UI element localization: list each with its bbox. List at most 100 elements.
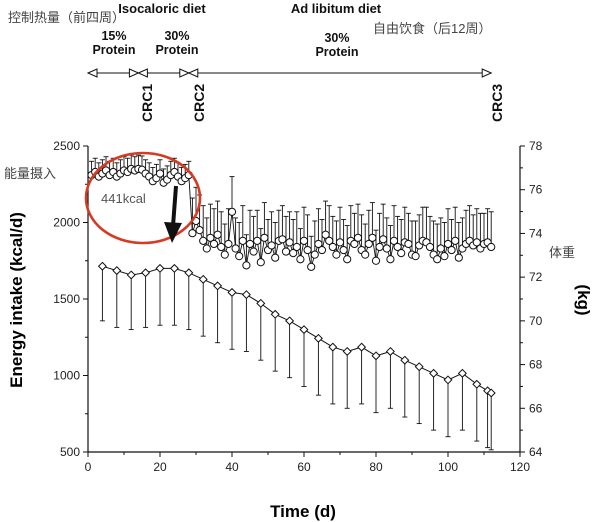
energy-point — [267, 241, 276, 250]
protein-30-isocaloric-word: Protein — [155, 43, 198, 57]
body-weight-series — [97, 261, 496, 451]
phase-arrowhead-crc1-right — [137, 68, 148, 78]
weight-point — [429, 368, 439, 378]
energy-point — [350, 239, 359, 249]
energy-point — [375, 242, 384, 252]
y-tick-label: 1500 — [53, 292, 80, 306]
weight-point — [198, 274, 208, 284]
down-arrow-icon — [164, 185, 182, 243]
y-tick-label: 1000 — [53, 369, 80, 383]
x-tick-label: 60 — [297, 460, 311, 474]
energy-point — [231, 244, 240, 253]
energy-point — [425, 242, 435, 252]
weight-point — [169, 263, 179, 273]
energy-point — [220, 250, 229, 259]
energy-point — [155, 169, 165, 178]
weight-point — [357, 342, 367, 352]
y2-tick-label: 74 — [529, 226, 543, 240]
energy-point — [245, 239, 255, 249]
y-axis-title: Energy intake (kcal/d) — [7, 212, 26, 388]
energy-point — [317, 245, 327, 255]
x-tick-label: 100 — [438, 460, 458, 474]
energy-point — [325, 236, 334, 245]
energy-point — [440, 252, 449, 261]
energy-point — [213, 230, 222, 239]
energy-point — [271, 253, 280, 262]
energy-point — [235, 252, 244, 261]
weight-point — [285, 316, 295, 326]
energy-point — [411, 252, 420, 261]
y2-tick-label: 76 — [529, 183, 543, 197]
weight-point — [126, 270, 136, 280]
phase-arrowhead-crc1-left — [128, 68, 140, 78]
energy-point — [447, 245, 456, 255]
weight-point — [483, 386, 493, 396]
energy-point — [393, 242, 402, 252]
weight-point — [371, 351, 381, 361]
energy-point — [397, 249, 406, 258]
energy-point — [335, 238, 345, 247]
energy-point — [487, 242, 496, 252]
energy-point — [339, 245, 348, 255]
y2-tick-label: 70 — [529, 314, 543, 328]
energy-point — [382, 244, 391, 253]
crc1-label: CRC1 — [139, 84, 155, 122]
energy-point — [451, 236, 460, 245]
body-weight-cn-label: 体重 — [549, 245, 575, 260]
energy-point — [217, 242, 226, 252]
energy-point — [371, 256, 381, 265]
energy-point — [299, 236, 309, 245]
weight-point — [414, 362, 424, 372]
annotation-441kcal: 441kcal — [101, 191, 146, 206]
energy-point — [386, 255, 395, 264]
energy-point — [364, 239, 373, 249]
weight-point — [472, 379, 482, 389]
energy-point — [249, 247, 258, 256]
weight-point — [270, 309, 280, 319]
phase-arrowhead-crc2-left — [179, 68, 191, 78]
weight-point — [400, 355, 410, 365]
energy-point — [379, 235, 388, 244]
crc2-label: CRC2 — [191, 84, 207, 122]
protein-30-adlib-percent: 30% — [324, 31, 349, 45]
phase-arrowhead-crc2-right — [187, 68, 199, 78]
x-tick-label: 20 — [153, 460, 167, 474]
weight-point — [184, 268, 194, 278]
energy-point — [195, 226, 204, 235]
y-tick-label: 2000 — [53, 216, 80, 230]
phase-arrowhead-start — [86, 68, 98, 78]
weight-point — [227, 287, 237, 297]
protein-15-percent: 15% — [101, 29, 126, 43]
weight-point — [213, 281, 223, 291]
y2-tick-label: 68 — [529, 358, 543, 372]
control-diet-cn-label: 控制热量（前四周） — [8, 10, 125, 25]
protein-30-isocaloric-percent: 30% — [164, 29, 189, 43]
energy-point — [278, 235, 287, 244]
y2-tick-label: 72 — [529, 270, 543, 284]
energy-point — [289, 249, 298, 258]
y2-tick-label: 64 — [529, 445, 543, 459]
weight-point — [342, 346, 352, 356]
energy-point — [296, 255, 305, 264]
energy-point — [343, 255, 352, 264]
x-tick-label: 80 — [369, 460, 383, 474]
phase-arrows — [86, 68, 493, 78]
phase-arrowhead-end — [481, 68, 493, 78]
energy-point — [206, 233, 215, 242]
energy-point — [292, 242, 301, 252]
weight-point — [328, 342, 338, 352]
energy-point — [202, 244, 211, 253]
energy-point — [353, 233, 363, 242]
x-tick-label: 120 — [510, 460, 530, 474]
energy-point — [242, 261, 251, 270]
energy-point — [443, 239, 453, 249]
y2-tick-label: 66 — [529, 401, 543, 415]
energy-point — [332, 250, 341, 259]
weight-point — [141, 268, 151, 278]
energy-point — [260, 233, 269, 242]
y2-tick-label: 78 — [529, 139, 543, 153]
energy-point — [307, 262, 316, 271]
energy-point — [321, 230, 330, 239]
energy-point — [303, 245, 312, 255]
energy-point — [188, 229, 197, 238]
